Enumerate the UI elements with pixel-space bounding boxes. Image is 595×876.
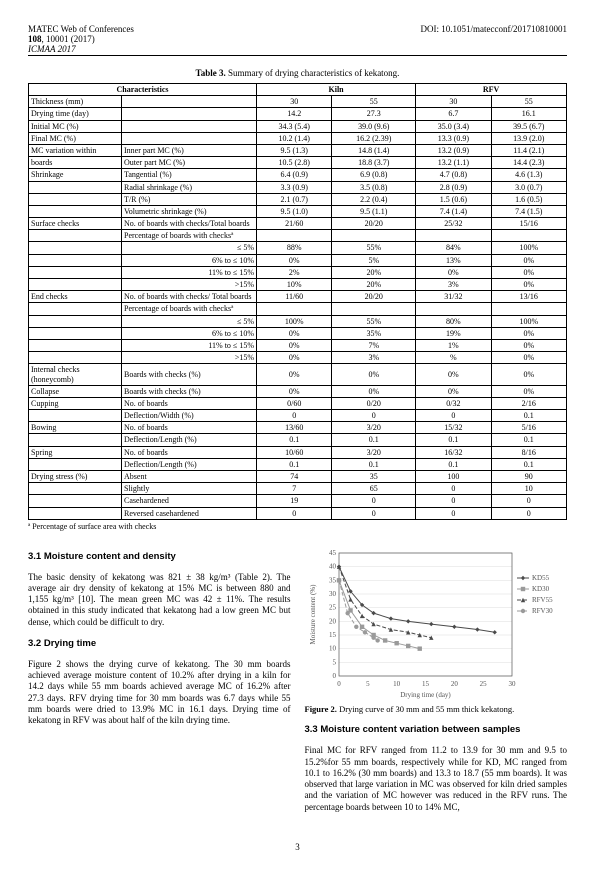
table-row: >15%0%3%%0% [29, 352, 567, 364]
svg-text:40: 40 [329, 562, 337, 570]
svg-text:10: 10 [393, 680, 401, 688]
sec-3-1-title: 3.1 Moisture content and density [28, 551, 291, 563]
table-row: >15%10%20%3%0% [29, 279, 567, 291]
table3-footnote: ª Percentage of surface area with checks [28, 522, 567, 531]
svg-text:5: 5 [366, 680, 370, 688]
table-row: BowingNo. of boards13/603/2015/325/16 [29, 422, 567, 434]
table-row: ≤ 5%100%55%80%100% [29, 315, 567, 327]
journal-vol: 108 [28, 34, 42, 44]
table-row: 6% to ≤ 10%0%35%19%0% [29, 327, 567, 339]
table-row: Drying time (day)14.227.36.716.1 [29, 108, 567, 120]
svg-text:RFV55: RFV55 [532, 596, 553, 604]
th-kiln: Kiln [257, 84, 416, 96]
svg-text:10: 10 [329, 644, 337, 652]
table-row: MC variation withinInner part MC (%)9.5 … [29, 144, 567, 156]
table-row: Deflection/Length (%)0.10.10.10.1 [29, 434, 567, 446]
table-row: Final MC (%)10.2 (1.4)16.2 (2.39)13.3 (0… [29, 132, 567, 144]
table-row: Percentage of boards with checksª [29, 230, 567, 242]
page-number: 3 [28, 842, 567, 852]
table-row: Casehardened19000 [29, 495, 567, 507]
figure2-chart: 0 5 10 15 20 25 30 35 40 45 0 5 10 15 20 25 30 Drying tim… [305, 545, 560, 700]
th-rfv: RFV [416, 84, 567, 96]
table-row: Deflection/Width (%)0000.1 [29, 410, 567, 422]
svg-text:Moisture content (%): Moisture content (%) [309, 584, 317, 645]
svg-text:20: 20 [450, 680, 458, 688]
table-row: boardsOuter part MC (%)10.5 (2.8)18.8 (3… [29, 157, 567, 169]
table-row: Initial MC (%)34.3 (5.4)39.0 (9.6)35.0 (… [29, 120, 567, 132]
th-characteristics: Characteristics [29, 84, 257, 96]
table-row: Internal checks (honeycomb)Boards with c… [29, 364, 567, 385]
figure2-caption: Figure 2. Drying curve of 30 mm and 55 m… [305, 704, 568, 715]
table-row: 11% to ≤ 15%2%20%0%0% [29, 266, 567, 278]
table-row: Slightly765010 [29, 483, 567, 495]
svg-text:15: 15 [422, 680, 430, 688]
svg-text:15: 15 [329, 631, 337, 639]
table-row: T/R (%)2.1 (0.7)2.2 (0.4)1.5 (0.6)1.6 (0… [29, 193, 567, 205]
table-row: Surface checksNo. of boards with checks/… [29, 218, 567, 230]
sec-3-1-body: The basic density of kekatong was 821 ± … [28, 572, 291, 628]
svg-text:KD55: KD55 [532, 574, 550, 582]
left-column: 3.1 Moisture content and density The bas… [28, 541, 291, 822]
svg-text:KD30: KD30 [532, 585, 550, 593]
table-row: Percentage of boards with checksª [29, 303, 567, 315]
sec-3-3-title: 3.3 Moisture content variation between s… [305, 724, 568, 736]
journal-art: 10001 (2017) [46, 34, 95, 44]
sec-3-3-body: Final MC for RFV ranged from 11.2 to 13.… [305, 745, 568, 813]
journal-name: MATEC Web of Conferences [28, 24, 134, 34]
sec-3-2-title: 3.2 Drying time [28, 638, 291, 650]
svg-text:Drying time (day): Drying time (day) [400, 691, 451, 699]
page-header: MATEC Web of Conferences 108, 10001 (201… [28, 24, 567, 56]
svg-text:35: 35 [329, 576, 337, 584]
table3-caption: Table 3. Summary of drying characteristi… [28, 68, 567, 78]
table-row: Drying stress (%)Absent743510090 [29, 471, 567, 483]
table-row: Volumetric shrinkage (%)9.5 (1.0)9.5 (1.… [29, 205, 567, 217]
table-row: Radial shrinkage (%)3.3 (0.9)3.5 (0.8)2.… [29, 181, 567, 193]
right-column: 0 5 10 15 20 25 30 35 40 45 0 5 10 15 20 25 30 Drying tim… [305, 541, 568, 822]
svg-text:20: 20 [329, 617, 337, 625]
table-row: Reversed casehardened0000 [29, 507, 567, 519]
table-row: Deflection/Length (%)0.10.10.10.1 [29, 458, 567, 470]
svg-text:25: 25 [329, 603, 337, 611]
svg-text:45: 45 [329, 549, 337, 557]
table-row: CuppingNo. of boards0/600/200/322/16 [29, 397, 567, 409]
conference-name: ICMAA 2017 [28, 44, 76, 54]
table3: Characteristics Kiln RFV Thickness (mm)3… [28, 83, 567, 520]
doi-label: DOI: 10.1051/matecconf/201710810001 [421, 24, 567, 54]
table-row: 11% to ≤ 15%0%7%1%0% [29, 339, 567, 351]
svg-text:5: 5 [332, 658, 336, 666]
table-row: SpringNo. of boards10/603/2016/328/16 [29, 446, 567, 458]
svg-text:30: 30 [508, 680, 516, 688]
table-row: CollapseBoards with checks (%)0%0%0%0% [29, 385, 567, 397]
svg-text:RFV30: RFV30 [532, 607, 553, 615]
table-row: ShrinkageTangential (%)6.4 (0.9)6.9 (0.8… [29, 169, 567, 181]
table-row: ≤ 5%88%55%84%100% [29, 242, 567, 254]
sec-3-2-body: Figure 2 shows the drying curve of kekat… [28, 659, 291, 727]
table-row: Thickness (mm)30553055 [29, 96, 567, 108]
table-row: End checksNo. of boards with checks/ Tot… [29, 291, 567, 303]
svg-text:30: 30 [329, 590, 337, 598]
table-row: 6% to ≤ 10%0%5%13%0% [29, 254, 567, 266]
svg-text:25: 25 [479, 680, 487, 688]
svg-text:0: 0 [337, 680, 341, 688]
svg-text:0: 0 [332, 672, 336, 680]
